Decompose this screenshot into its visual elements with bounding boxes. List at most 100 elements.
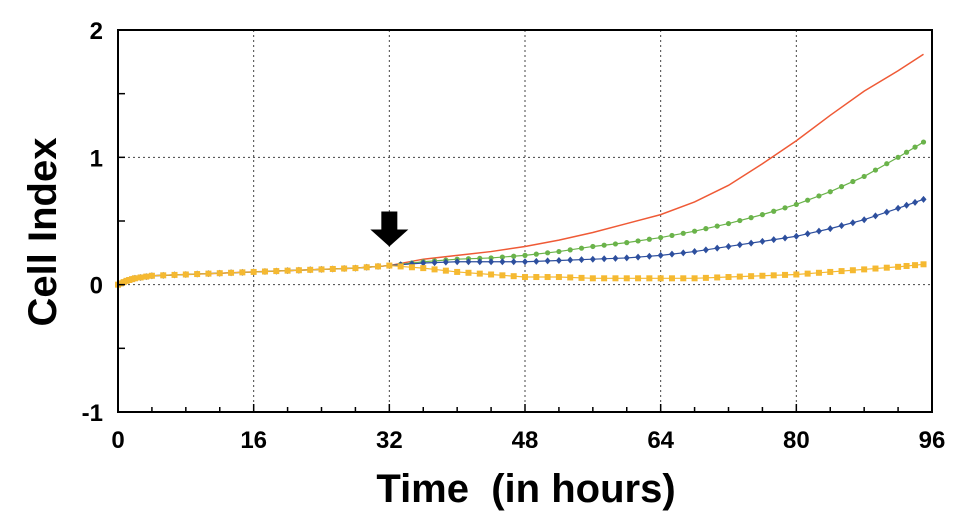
series-marker-4: [261, 268, 268, 275]
x-tick-label: 48: [512, 427, 539, 454]
series-marker-4: [442, 267, 449, 274]
x-tick-label: 80: [783, 427, 810, 454]
series-marker-3: [920, 195, 927, 203]
series-marker-4: [375, 263, 382, 270]
series-marker-4: [623, 275, 630, 282]
series-marker-4: [454, 268, 461, 275]
series-marker-3: [725, 242, 732, 250]
series-marker-2: [737, 217, 743, 224]
series-marker-4: [295, 267, 302, 274]
series-marker-3: [476, 258, 483, 266]
series-marker-4: [408, 264, 415, 271]
series-marker-4: [499, 272, 506, 279]
series-marker-4: [544, 274, 551, 281]
series-marker-4: [612, 275, 619, 282]
series-marker-2: [714, 223, 720, 229]
series-marker-4: [601, 275, 608, 282]
series-marker-3: [420, 259, 427, 267]
series-marker-2: [646, 236, 652, 242]
series-line-2: [117, 141, 924, 286]
x-axis-title: Time (in hours): [376, 467, 675, 511]
series-marker-4: [759, 272, 766, 279]
series-line-4: [117, 263, 924, 286]
series-marker-3: [872, 212, 879, 220]
series-marker-3: [827, 225, 834, 233]
series-marker-3: [488, 258, 495, 266]
x-tick-label: 0: [111, 427, 124, 454]
series-marker-2: [872, 167, 879, 173]
series-marker-4: [228, 269, 235, 276]
series-marker-2: [912, 144, 918, 150]
series-marker-3: [646, 252, 653, 260]
series-marker-4: [714, 274, 721, 281]
series-marker-2: [793, 201, 799, 208]
series-marker-4: [273, 268, 280, 275]
series-marker-4: [533, 274, 540, 281]
series-marker-4: [386, 262, 393, 269]
series-marker-3: [623, 254, 630, 262]
series-marker-3: [442, 258, 449, 266]
series-marker-4: [160, 272, 167, 279]
series-marker-2: [920, 139, 927, 145]
series-marker-2: [658, 234, 664, 241]
series-marker-3: [533, 257, 540, 265]
series-marker-4: [815, 269, 822, 276]
series-marker-4: [646, 275, 653, 282]
series-marker-2: [759, 212, 766, 218]
series-marker-3: [601, 255, 608, 263]
series-marker-3: [691, 248, 698, 256]
series-marker-3: [714, 244, 721, 252]
series-marker-4: [510, 273, 517, 280]
series-lines: [117, 53, 924, 286]
series-marker-4: [431, 266, 438, 273]
series-marker-3: [861, 216, 868, 224]
series-marker-3: [454, 258, 461, 266]
series-line-1: [117, 53, 924, 286]
x-tick-label: 64: [647, 427, 674, 454]
series-marker-4: [635, 275, 642, 282]
series-marker-3: [759, 237, 766, 245]
series-marker-4: [804, 270, 811, 277]
series-marker-2: [556, 248, 562, 255]
series-marker-3: [544, 257, 551, 265]
series-marker-4: [465, 269, 472, 276]
series-marker-4: [476, 270, 483, 277]
x-tick-label: 32: [376, 427, 403, 454]
series-marker-3: [736, 241, 743, 249]
y-tick-label: 2: [90, 18, 103, 45]
series-marker-3: [567, 256, 574, 264]
series-marker-2: [601, 242, 607, 248]
series-marker-2: [838, 184, 845, 190]
series-marker-4: [827, 268, 834, 275]
series-marker-3: [815, 227, 822, 235]
series-marker-2: [511, 253, 517, 259]
series-marker-3: [895, 204, 902, 212]
series-markers: [115, 139, 927, 289]
series-marker-2: [669, 232, 675, 239]
series-marker-3: [589, 255, 596, 263]
arrow-shape: [370, 211, 409, 247]
series-marker-2: [895, 154, 901, 160]
series-marker-4: [397, 263, 404, 270]
series-marker-3: [804, 230, 811, 238]
y-axis-title: Cell Index: [21, 138, 65, 327]
series-marker-3: [555, 256, 562, 264]
series-marker-3: [770, 236, 777, 244]
series-marker-2: [816, 193, 822, 199]
series-marker-3: [578, 256, 585, 264]
series-marker-2: [771, 208, 777, 214]
series-marker-3: [702, 246, 709, 254]
series-marker-3: [668, 250, 675, 258]
series-marker-4: [148, 272, 155, 279]
series-marker-2: [522, 252, 528, 258]
series-marker-4: [182, 271, 189, 278]
series-marker-4: [488, 271, 495, 278]
series-marker-4: [567, 274, 574, 281]
series-marker-4: [171, 271, 178, 278]
series-marker-4: [782, 271, 789, 278]
series-marker-2: [680, 230, 686, 236]
series-marker-4: [318, 266, 325, 273]
series-marker-3: [522, 258, 528, 266]
series-marker-2: [612, 241, 619, 247]
